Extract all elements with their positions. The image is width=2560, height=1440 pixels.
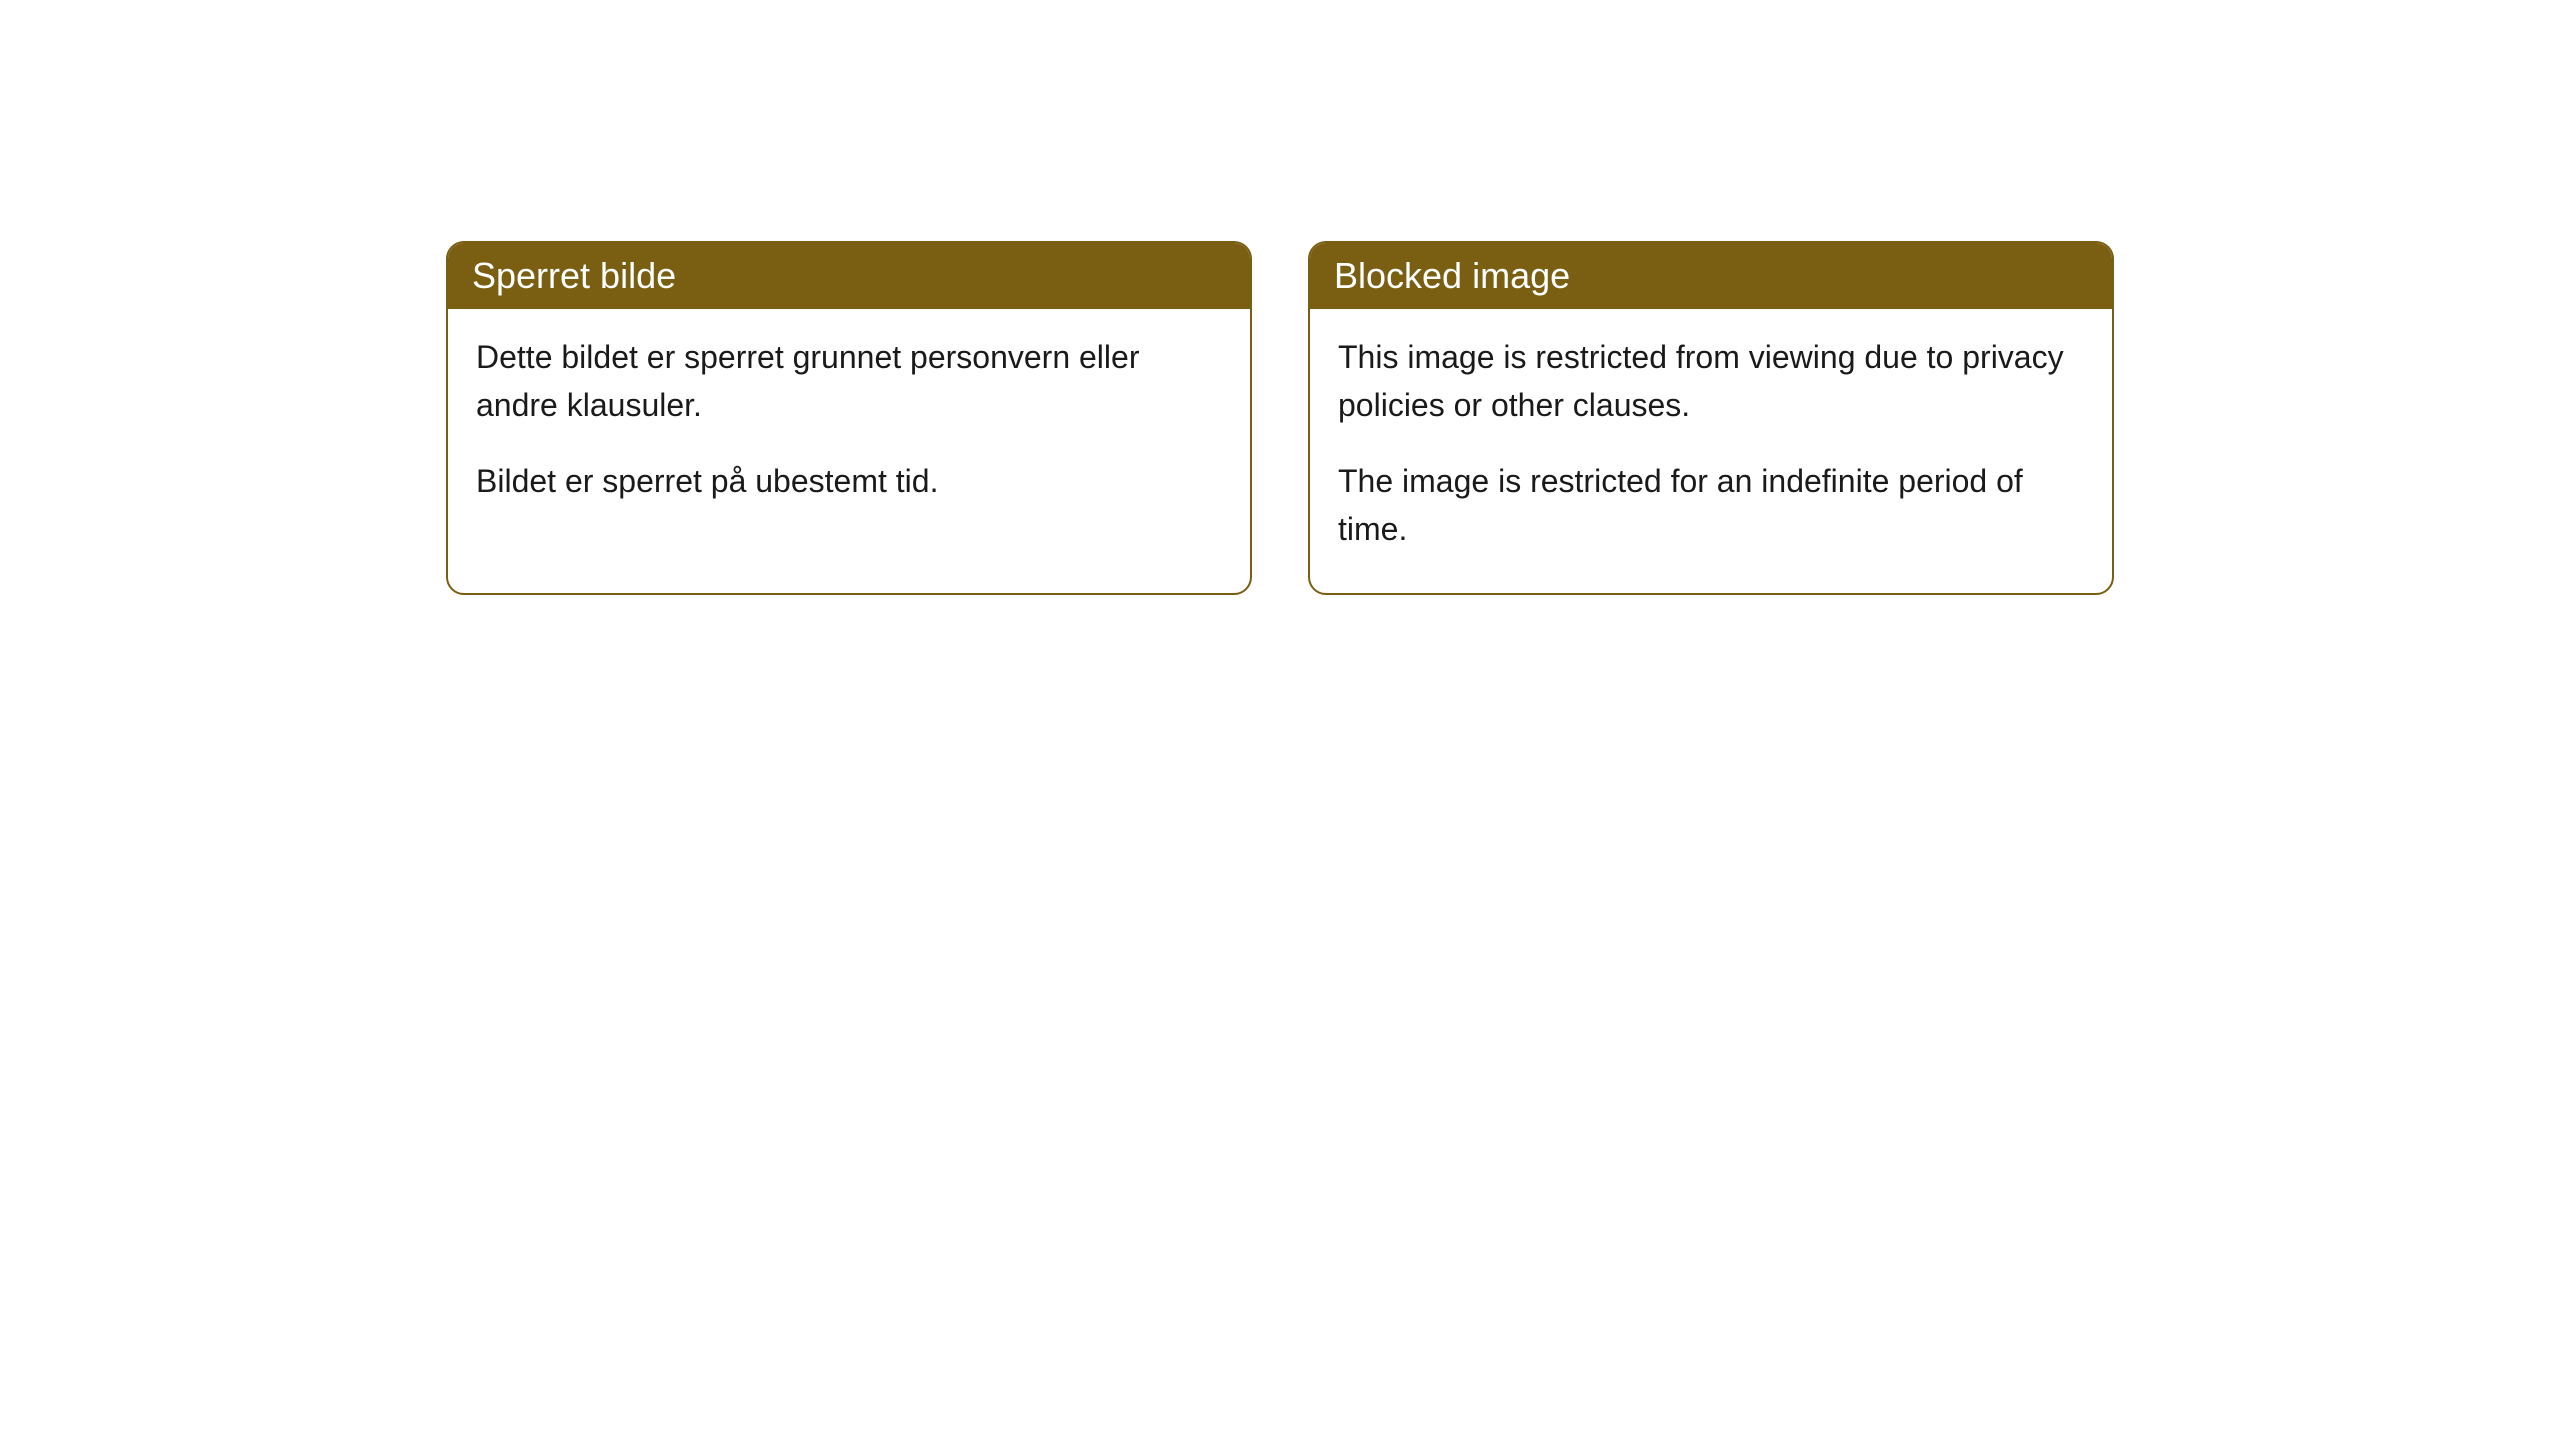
card-header-norwegian: Sperret bilde	[448, 243, 1250, 309]
card-text-line2: Bildet er sperret på ubestemt tid.	[476, 457, 1222, 505]
notice-cards-container: Sperret bilde Dette bildet er sperret gr…	[446, 241, 2114, 595]
card-title: Sperret bilde	[472, 255, 676, 296]
blocked-image-card-english: Blocked image This image is restricted f…	[1308, 241, 2114, 595]
card-text-line1: Dette bildet er sperret grunnet personve…	[476, 333, 1222, 429]
card-header-english: Blocked image	[1310, 243, 2112, 309]
card-text-line1: This image is restricted from viewing du…	[1338, 333, 2084, 429]
card-body-english: This image is restricted from viewing du…	[1310, 309, 2112, 593]
card-text-line2: The image is restricted for an indefinit…	[1338, 457, 2084, 553]
card-body-norwegian: Dette bildet er sperret grunnet personve…	[448, 309, 1250, 545]
card-title: Blocked image	[1334, 255, 1570, 296]
blocked-image-card-norwegian: Sperret bilde Dette bildet er sperret gr…	[446, 241, 1252, 595]
